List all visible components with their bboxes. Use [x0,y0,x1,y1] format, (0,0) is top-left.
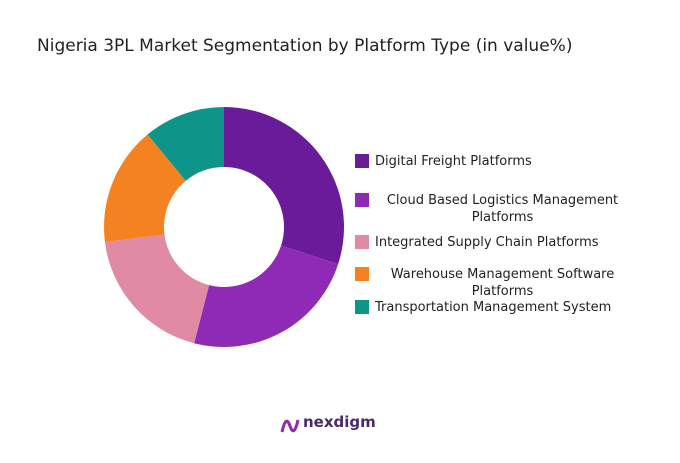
legend-item: Warehouse Management Software Platforms [355,266,655,300]
legend-item: Cloud Based Logistics Management Platfor… [355,192,655,226]
legend-label: Integrated Supply Chain Platforms [375,235,599,250]
legend-item: Transportation Management System [355,299,655,316]
legend-label: Transportation Management System [375,300,612,315]
donut-slice [194,245,339,348]
legend-item: Integrated Supply Chain Platforms [355,234,655,251]
legend-swatch [355,300,369,314]
logo: nexdigm [303,413,376,431]
chart-title: Nigeria 3PL Market Segmentation by Platf… [37,36,573,56]
legend-label: Cloud Based Logistics Management Platfor… [386,193,619,225]
legend-swatch [355,235,369,249]
donut-slice [147,107,224,181]
donut-slice [104,234,210,344]
legend-swatch [355,193,369,207]
donut-slice [104,134,186,243]
legend-label: Warehouse Management Software Platforms [390,267,615,299]
legend-item: Digital Freight Platforms [355,153,655,170]
legend-swatch [355,267,369,281]
legend-label: Digital Freight Platforms [375,154,532,169]
donut-slice [224,107,344,265]
legend-swatch [355,154,369,168]
logo-icon [280,419,300,433]
